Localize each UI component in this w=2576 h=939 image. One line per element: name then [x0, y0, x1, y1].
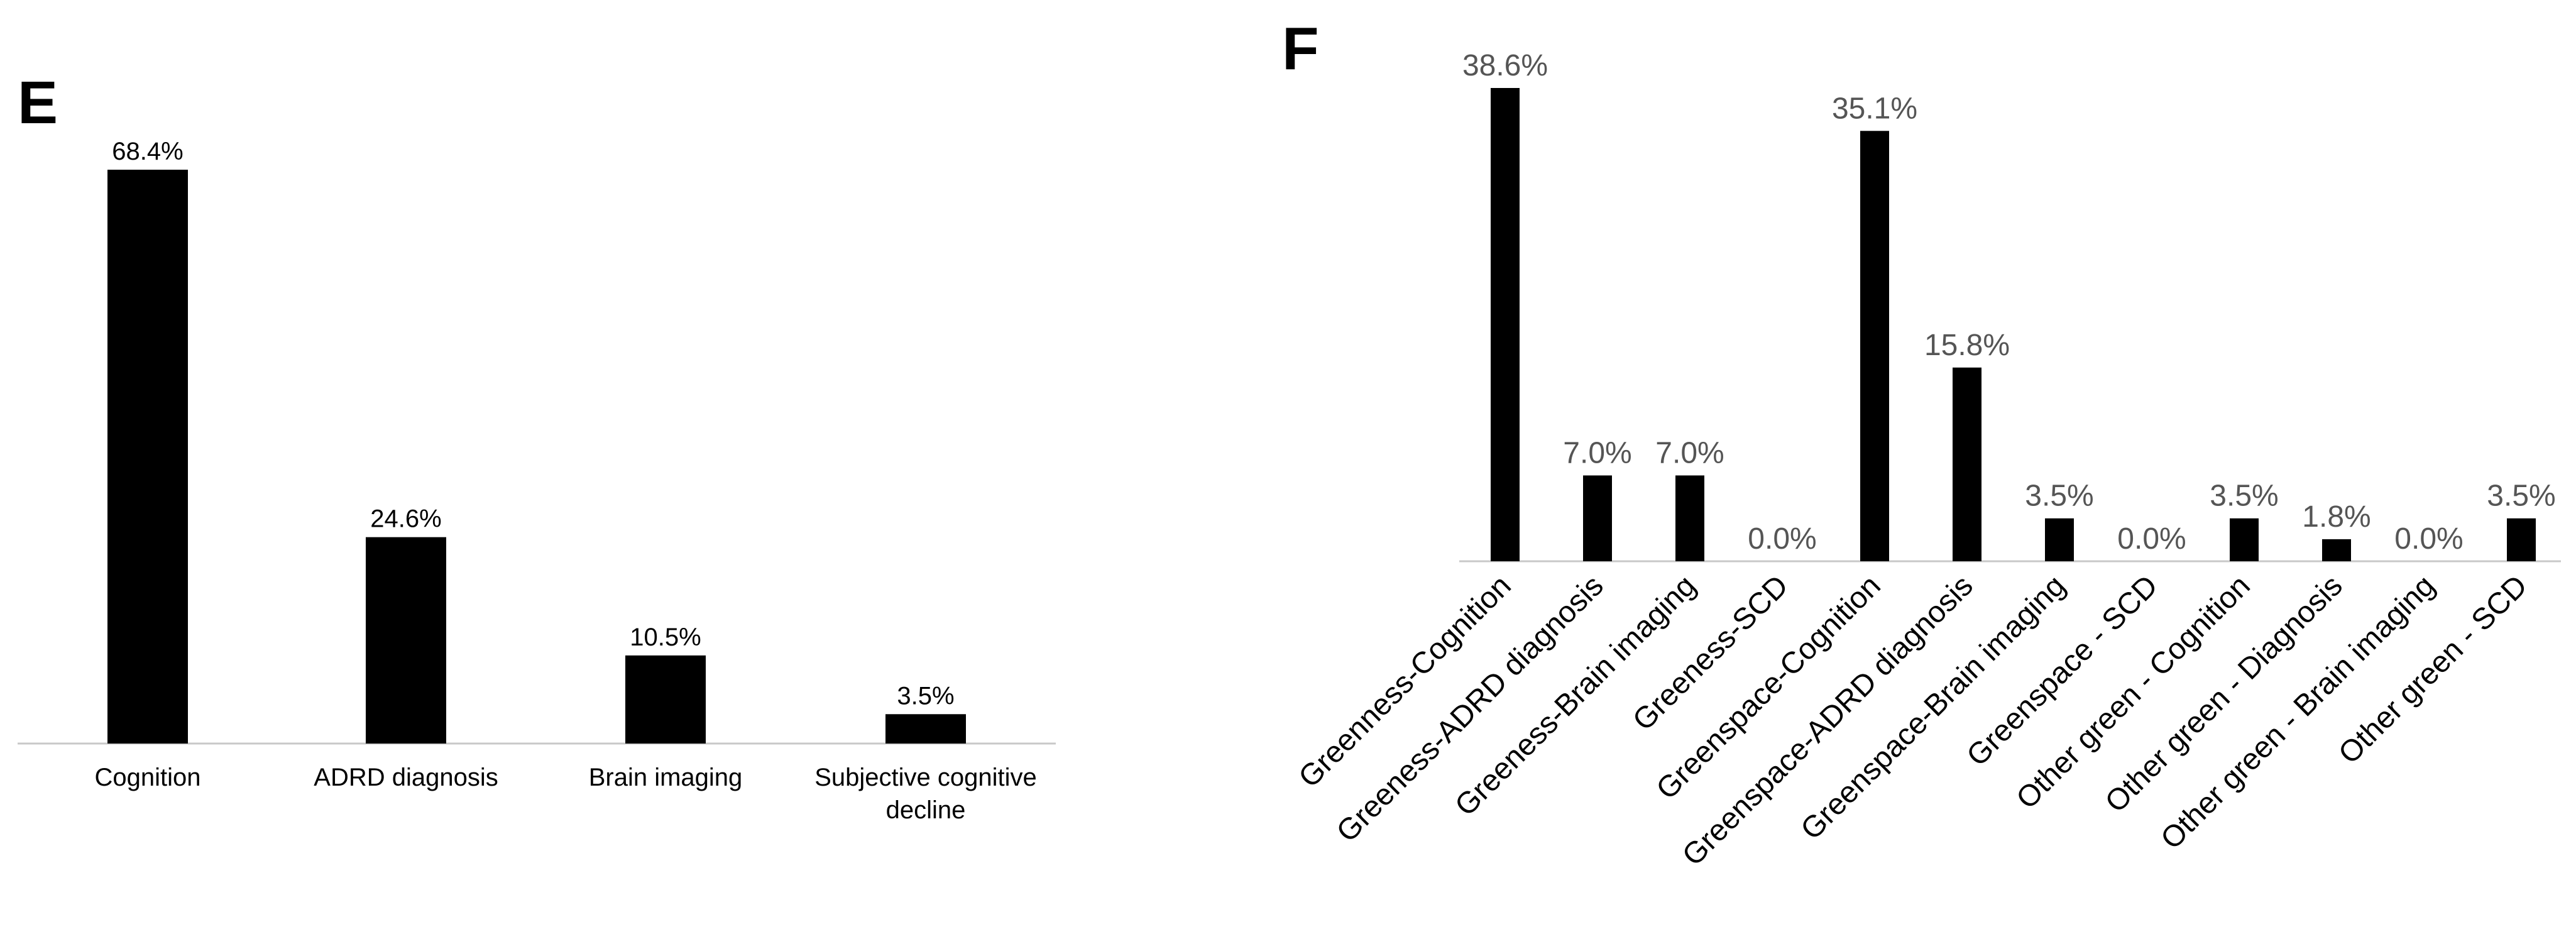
panel-f-bar [1583, 475, 1612, 561]
panel-e-bar [107, 170, 188, 744]
panel-f-data-label: 7.0% [1563, 436, 1631, 470]
panel-f-data-label: 15.8% [1924, 329, 2010, 362]
panel-f-data-label: 0.0% [2394, 522, 2463, 556]
panel-f-data-label: 0.0% [1748, 522, 1816, 556]
panel-e-data-label: 3.5% [897, 682, 954, 710]
panel-f-bar [2045, 518, 2074, 561]
panel-e-data-label: 10.5% [630, 623, 701, 651]
panel-e-letter: E [18, 69, 58, 136]
panel-e-tick-label: Brain imaging [589, 764, 743, 791]
panel-f-bar [1860, 131, 1889, 561]
panel-e-data-label: 68.4% [112, 138, 183, 165]
panel-f-bar [2322, 539, 2351, 561]
panel-f-bar [2230, 518, 2259, 561]
panel-f-data-label: 3.5% [2487, 480, 2555, 513]
panel-e-tick-label: decline [886, 796, 966, 824]
panel-e-bar-chart: E 68.4% Cognition 24.6% ADRD diagnosis 10.5%… [18, 69, 1056, 824]
panel-e-tick-label: ADRD diagnosis [314, 764, 498, 791]
panel-e-bar [366, 537, 446, 744]
panel-f-bar [1491, 88, 1520, 561]
panel-e-tick-label: Subjective cognitive [814, 764, 1037, 791]
panel-e-tick-label: Cognition [94, 764, 200, 791]
panel-f-bar [1675, 475, 1704, 561]
panel-f-letter: F [1282, 15, 1319, 82]
panel-f-data-label: 38.6% [1462, 49, 1548, 82]
panel-e-bar [885, 714, 966, 744]
panel-f-data-label: 7.0% [1655, 436, 1724, 470]
panel-e-bars: 68.4% Cognition 24.6% ADRD diagnosis 10.5% Br… [94, 138, 1036, 824]
panel-f-data-label: 0.0% [2117, 522, 2186, 556]
panel-f-bar [1953, 367, 1981, 561]
panel-f-data-label: 35.1% [1832, 92, 1917, 125]
panel-f-data-label: 3.5% [2210, 480, 2278, 513]
panel-e-bar [625, 655, 706, 744]
panel-e-data-label: 24.6% [370, 505, 441, 533]
panel-f-bar [2507, 518, 2536, 561]
panel-f-data-label: 3.5% [2025, 480, 2093, 513]
panel-f-data-label: 1.8% [2302, 500, 2370, 534]
